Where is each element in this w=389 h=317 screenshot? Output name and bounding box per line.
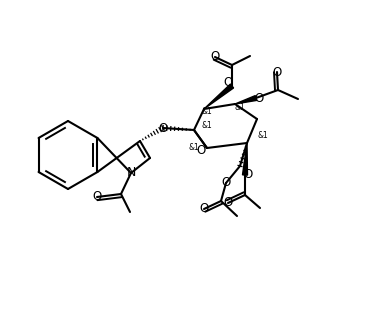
Text: O: O — [254, 92, 264, 105]
Text: O: O — [200, 203, 209, 216]
Text: O: O — [221, 177, 231, 190]
Polygon shape — [204, 84, 233, 109]
Text: O: O — [210, 50, 220, 63]
Text: O: O — [223, 197, 233, 210]
Text: O: O — [92, 191, 102, 204]
Text: O: O — [272, 66, 282, 79]
Text: O: O — [158, 121, 168, 134]
Text: &1: &1 — [189, 144, 200, 152]
Text: &1: &1 — [258, 131, 268, 139]
Text: &1: &1 — [202, 107, 212, 115]
Text: N: N — [126, 166, 136, 179]
Text: O: O — [244, 169, 252, 182]
Text: O: O — [223, 76, 233, 89]
Text: &1: &1 — [235, 102, 245, 112]
Text: &1: &1 — [202, 120, 212, 130]
Polygon shape — [242, 143, 247, 175]
Polygon shape — [235, 96, 257, 104]
Text: O: O — [196, 145, 206, 158]
